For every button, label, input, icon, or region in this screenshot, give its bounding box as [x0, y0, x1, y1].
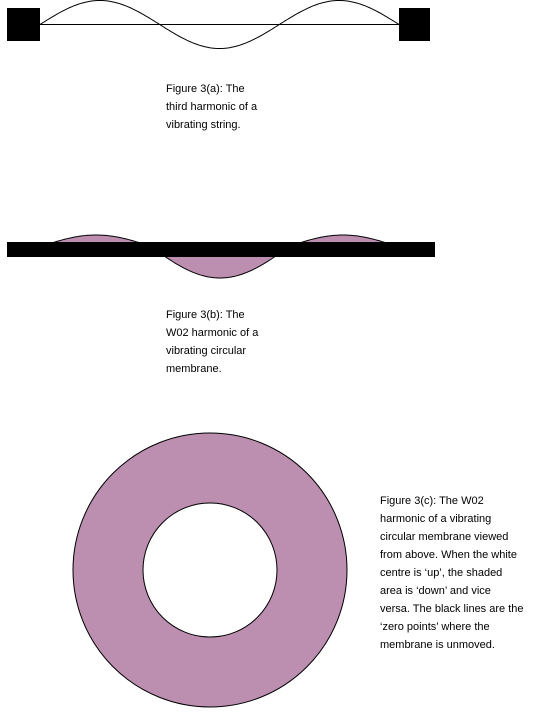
string-wave — [39, 0, 400, 49]
figure-3c-caption: Figure 3(c): The W02 harmonic of a vibra… — [380, 495, 524, 651]
figure-3a-caption: Figure 3(a): The third harmonic of a vib… — [166, 83, 258, 131]
membrane-side-bar — [7, 242, 435, 257]
figure-3b-caption: Figure 3(b): The W02 harmonic of a vibra… — [166, 309, 259, 375]
membrane-white-centre — [142, 502, 278, 638]
left-string-clamp — [7, 8, 40, 41]
membrane-side-figure — [7, 234, 435, 279]
right-string-clamp — [399, 8, 430, 41]
string-figure — [7, 0, 430, 49]
membrane-top-figure — [72, 432, 348, 708]
